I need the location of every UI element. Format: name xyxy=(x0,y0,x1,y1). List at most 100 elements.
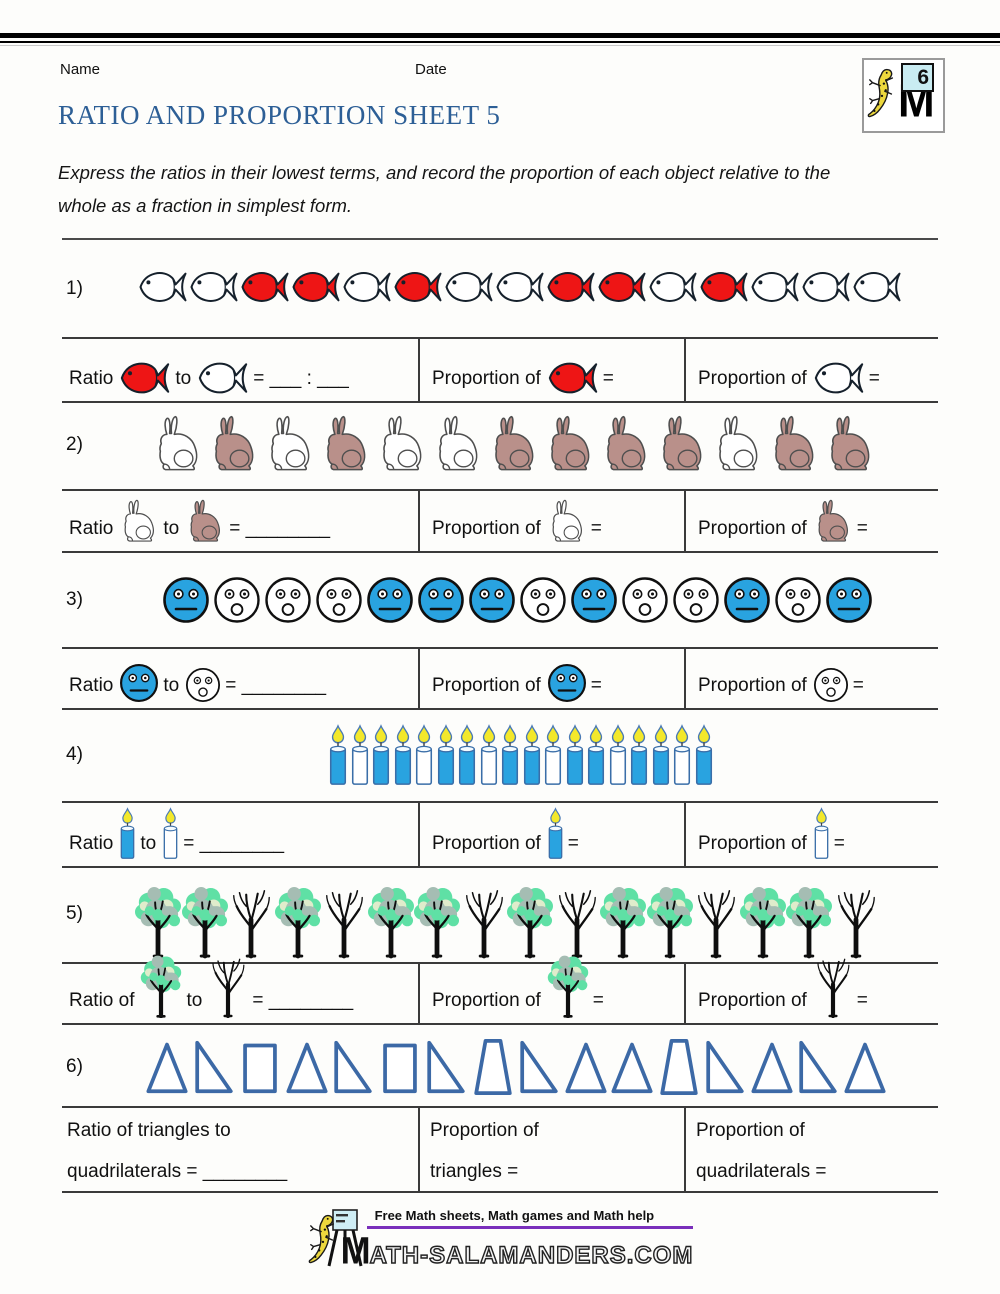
face-blue-icon xyxy=(417,576,465,624)
rabbit-white-icon xyxy=(264,415,316,476)
cell-text: Proportion of xyxy=(698,990,807,1011)
tree-leafy-icon xyxy=(547,954,589,1018)
question-5-answer-table: Ratio of to = ________ Proportion of = Propor… xyxy=(62,962,938,1025)
rect-icon xyxy=(378,1039,422,1095)
candle-blue-icon xyxy=(586,721,606,789)
question-6-proportion-cell-1: Proportion of triangles = xyxy=(418,1108,684,1191)
fish-red-icon xyxy=(119,360,171,396)
question-5-ratio-cell: Ratio of to = ________ xyxy=(62,964,418,1023)
cell-text: Proportion of xyxy=(698,833,807,854)
fish-white-icon xyxy=(138,269,188,305)
cell-text: = xyxy=(833,833,845,854)
tri-iso-icon xyxy=(145,1039,189,1095)
question-3-items xyxy=(162,576,873,624)
rabbit-brown-icon xyxy=(656,415,708,476)
rabbit-white-icon xyxy=(547,499,587,546)
tri-right-icon xyxy=(703,1039,747,1095)
candle-white-icon xyxy=(350,721,370,789)
cell-text: Proportion of xyxy=(432,833,541,854)
fish-white-icon xyxy=(852,269,902,305)
question-2-ratio-cell: Ratio to = ________ xyxy=(62,491,418,551)
face-white-icon xyxy=(185,667,221,703)
fish-white-icon xyxy=(648,269,698,305)
rabbit-brown-icon xyxy=(600,415,652,476)
question-2-items xyxy=(152,415,876,476)
cell-text: Proportion of xyxy=(698,368,807,389)
footer-logo: Free Math sheets, Math games and Math he… xyxy=(0,1208,1000,1272)
candle-blue-icon xyxy=(119,806,136,861)
tree-leafy-icon xyxy=(135,884,181,959)
rabbit-white-icon xyxy=(152,415,204,476)
cell-text: Ratio xyxy=(69,368,114,389)
face-blue-icon xyxy=(570,576,618,624)
cell-text: Proportion of xyxy=(698,518,807,539)
cell-text: = ___ : ___ xyxy=(253,368,349,389)
face-blue-icon xyxy=(468,576,516,624)
candle-white-icon xyxy=(414,721,434,789)
top-border-thick xyxy=(0,33,1000,38)
instructions-text: Express the ratios in their lowest terms… xyxy=(58,162,831,216)
tree-leafy-icon xyxy=(182,884,228,959)
candle-white-icon xyxy=(543,721,563,789)
cell-text: = xyxy=(567,833,579,854)
question-4-answer-table: Ratio to = ________ Proportion of = Proportio… xyxy=(62,801,938,868)
cell-text: to xyxy=(186,990,203,1011)
cell-text: Ratio xyxy=(69,675,114,696)
rabbit-brown-icon xyxy=(813,499,853,546)
fish-red-icon xyxy=(597,269,647,305)
cell-text: triangles = xyxy=(430,1161,519,1182)
badge-number: 6 xyxy=(901,63,934,92)
tree-bare-icon xyxy=(813,954,853,1018)
rabbit-brown-icon xyxy=(320,415,372,476)
rabbit-white-icon xyxy=(376,415,428,476)
rabbit-brown-icon xyxy=(544,415,596,476)
cell-text: = ________ xyxy=(229,518,331,539)
question-6-ratio-cell: Ratio of triangles to quadrilaterals = __… xyxy=(62,1108,418,1191)
face-white-icon xyxy=(774,576,822,624)
face-blue-icon xyxy=(366,576,414,624)
cell-text: to xyxy=(140,833,157,854)
candle-blue-icon xyxy=(393,721,413,789)
trap-icon xyxy=(657,1039,701,1095)
cell-text: = xyxy=(856,990,868,1011)
cell-text: Proportion of xyxy=(432,518,541,539)
face-blue-icon xyxy=(825,576,873,624)
tri-iso-icon xyxy=(564,1039,608,1095)
face-blue-icon xyxy=(547,663,587,703)
tree-leafy-icon xyxy=(600,884,646,959)
cell-text: to xyxy=(163,675,180,696)
candle-blue-icon xyxy=(500,721,520,789)
face-white-icon xyxy=(621,576,669,624)
candle-white-icon xyxy=(162,806,179,861)
rabbit-brown-icon xyxy=(768,415,820,476)
fish-red-icon xyxy=(393,269,443,305)
face-white-icon xyxy=(264,576,312,624)
face-white-icon xyxy=(672,576,720,624)
tree-bare-icon xyxy=(833,884,879,959)
fish-white-icon xyxy=(750,269,800,305)
tree-leafy-icon xyxy=(414,884,460,959)
footer-tagline: Free Math sheets, Math games and Math he… xyxy=(374,1208,655,1223)
fish-red-icon xyxy=(291,269,341,305)
tree-leafy-icon xyxy=(507,884,553,959)
candle-blue-icon xyxy=(328,721,348,789)
tri-right-icon xyxy=(192,1039,236,1095)
fish-white-icon xyxy=(813,360,865,396)
cell-text: Proportion of xyxy=(432,675,541,696)
cell-text: Ratio of xyxy=(69,990,135,1011)
cell-text: Proportion of xyxy=(430,1120,539,1141)
tri-right-icon xyxy=(796,1039,840,1095)
cell-text: = ________ xyxy=(252,990,354,1011)
cell-text: = ________ xyxy=(225,675,327,696)
question-5-number: 5) xyxy=(66,903,83,924)
face-white-icon xyxy=(813,667,849,703)
cell-text: Ratio xyxy=(69,833,114,854)
candle-blue-icon xyxy=(371,721,391,789)
question-6-proportion-cell-2: Proportion of quadrilaterals = xyxy=(684,1108,938,1191)
fish-red-icon xyxy=(240,269,290,305)
question-5-proportion-cell-2: Proportion of = xyxy=(684,964,938,1023)
rabbit-brown-icon xyxy=(208,415,260,476)
tree-bare-icon xyxy=(321,884,367,959)
face-white-icon xyxy=(315,576,363,624)
cell-text: Proportion of xyxy=(432,990,541,1011)
